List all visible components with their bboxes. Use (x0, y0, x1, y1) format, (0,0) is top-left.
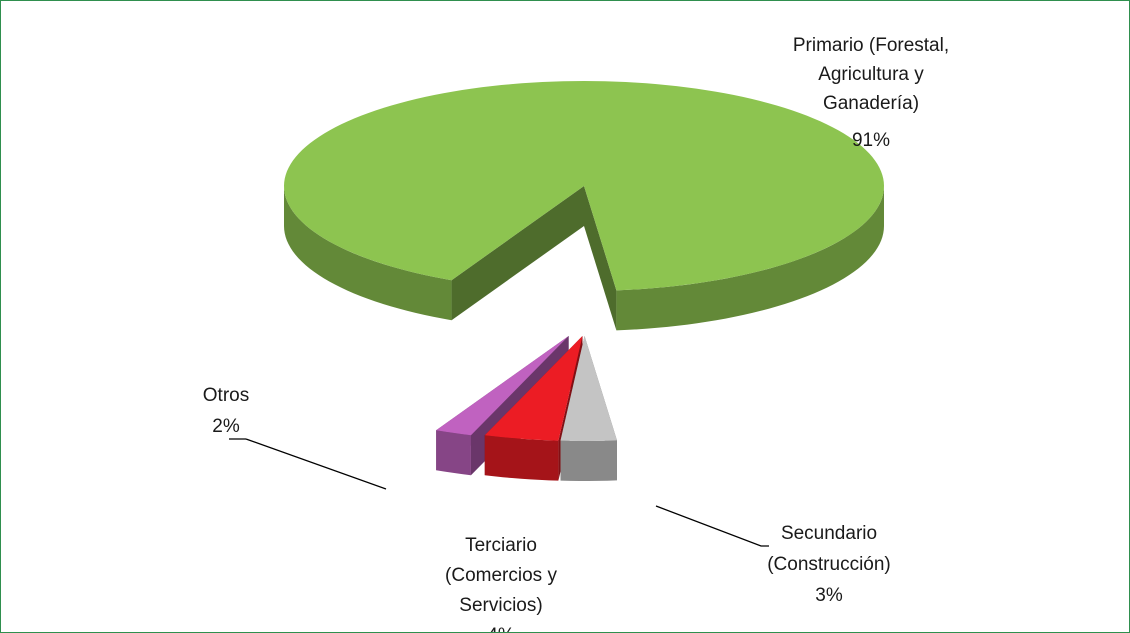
slice-label: Secundario (Construcción) (767, 523, 891, 575)
slice-side (284, 186, 452, 321)
slice-side (560, 440, 617, 481)
value-label: 2% (212, 416, 240, 437)
slice (284, 81, 884, 331)
slice-side (616, 186, 884, 331)
slice (560, 336, 617, 441)
slice (560, 336, 617, 481)
slice-label: Otros (203, 385, 249, 406)
leader-line (245, 438, 387, 490)
value-label: 4% (487, 625, 515, 632)
slice-label: Primario (Forestal, Agricultura y Ganaderí… (793, 35, 949, 114)
slice-side (436, 430, 471, 476)
leader-line (655, 505, 769, 547)
value-label: 91% (852, 130, 890, 151)
slice-label: Terciario (Comercios y Servicios) (445, 535, 557, 616)
slice (436, 336, 569, 436)
slice (284, 81, 884, 291)
slice-side (584, 186, 617, 331)
slice-side (484, 435, 559, 481)
value-label: 3% (815, 585, 843, 606)
slice-side (451, 186, 584, 321)
slice (484, 336, 583, 441)
